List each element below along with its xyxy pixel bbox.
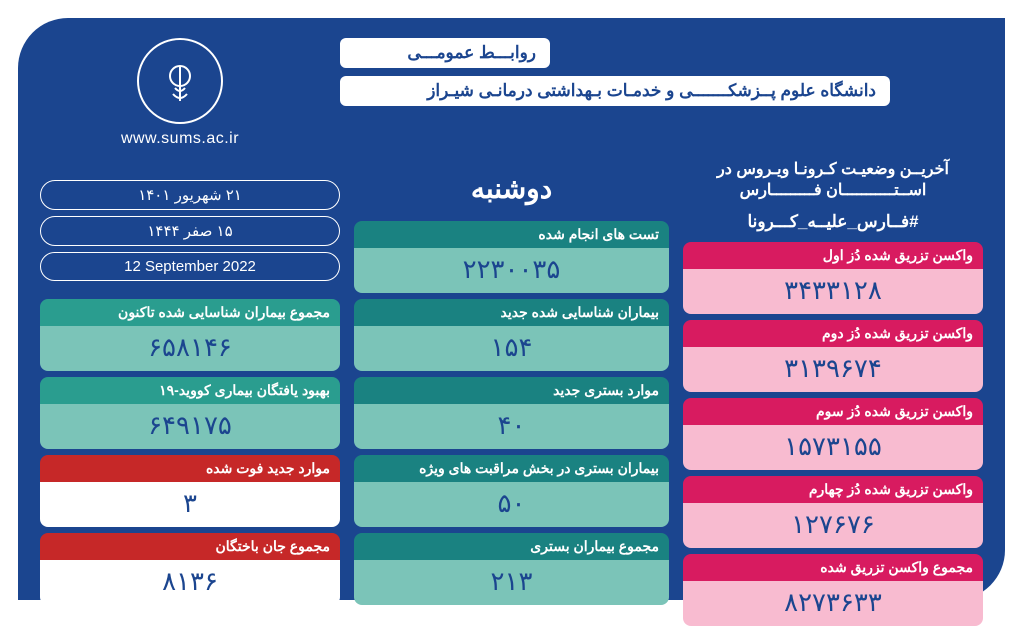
stat-label: مجموع بیماران بستری — [354, 533, 669, 560]
stat-card: بیماران بستری در بخش مراقبت های ویژه۵۰ — [354, 455, 669, 527]
university-name: دانشگاه علوم پــزشکـــــــی و خدمـات بـه… — [340, 76, 890, 106]
stat-label: بیماران بستری در بخش مراقبت های ویژه — [354, 455, 669, 482]
page-root: روابـــط عمومـــی دانشگاه علوم پــزشکـــ… — [0, 0, 1023, 618]
stat-card: موارد جدید فوت شده۳ — [40, 455, 340, 527]
stat-value: ۳ — [40, 482, 340, 527]
stat-label: مجموع بیماران شناسایی شده تاکنون — [40, 299, 340, 326]
stat-label: تست های انجام شده — [354, 221, 669, 248]
stat-label: بیماران شناسایی شده جدید — [354, 299, 669, 326]
stat-label: واکسن تزریق شده دُز سوم — [683, 398, 983, 425]
stat-value: ۱۲۷۶۷۶ — [683, 503, 983, 548]
date-shamsi: ۲۱ شهریور ۱۴۰۱ — [40, 180, 340, 210]
stat-value: ۱۵۴ — [354, 326, 669, 371]
stat-label: موارد بستری جدید — [354, 377, 669, 404]
hashtag: #فــارس_علیــه_کـــرونا — [683, 212, 983, 232]
stat-value: ۸۱۳۶ — [40, 560, 340, 605]
website-url: www.sums.ac.ir — [40, 130, 320, 148]
stat-label: واکسن تزریق شده دُز دوم — [683, 320, 983, 347]
stat-label: واکسن تزریق شده دُز اول — [683, 242, 983, 269]
stat-label: بهبود یافتگان بیماری کووید-۱۹ — [40, 377, 340, 404]
vaccine-column: آخریــن وضعیـت کـرونـا ویـروس در اســتــ… — [683, 158, 983, 626]
cases-column: دوشنبه تست های انجام شده۲۲۳۰۰۳۵بیماران ش… — [354, 158, 669, 626]
stat-card: مجموع بیماران شناسایی شده تاکنون۶۵۸۱۴۶ — [40, 299, 340, 371]
main-grid: آخریــن وضعیـت کـرونـا ویـروس در اســتــ… — [40, 158, 983, 626]
stat-label: موارد جدید فوت شده — [40, 455, 340, 482]
stat-label: مجموع واکسن تزریق شده — [683, 554, 983, 581]
stat-value: ۶۵۸۱۴۶ — [40, 326, 340, 371]
summary-column: ۲۱ شهریور ۱۴۰۱ ۱۵ صفر ۱۴۴۴ 12 September … — [40, 158, 340, 626]
stat-label: مجموع جان باختگان — [40, 533, 340, 560]
stat-card: بهبود یافتگان بیماری کووید-۱۹۶۴۹۱۷۵ — [40, 377, 340, 449]
stat-card: واکسن تزریق شده دُز سوم۱۵۷۳۱۵۵ — [683, 398, 983, 470]
stat-card: موارد بستری جدید۴۰ — [354, 377, 669, 449]
stat-value: ۴۰ — [354, 404, 669, 449]
stat-value: ۳۱۳۹۶۷۴ — [683, 347, 983, 392]
dates-block: ۲۱ شهریور ۱۴۰۱ ۱۵ صفر ۱۴۴۴ 12 September … — [40, 180, 340, 287]
stat-value: ۳۴۳۳۱۲۸ — [683, 269, 983, 314]
pr-label: روابـــط عمومـــی — [340, 38, 550, 68]
stat-card: واکسن تزریق شده دُز چهارم۱۲۷۶۷۶ — [683, 476, 983, 548]
stat-value: ۲۱۳ — [354, 560, 669, 605]
stat-card: تست های انجام شده۲۲۳۰۰۳۵ — [354, 221, 669, 293]
stat-value: ۸۲۷۳۶۳۳ — [683, 581, 983, 626]
main-frame: روابـــط عمومـــی دانشگاه علوم پــزشکـــ… — [18, 18, 1005, 600]
header-titles: روابـــط عمومـــی دانشگاه علوم پــزشکـــ… — [340, 38, 983, 148]
stat-card: بیماران شناسایی شده جدید۱۵۴ — [354, 299, 669, 371]
stat-card: مجموع جان باختگان۸۱۳۶ — [40, 533, 340, 605]
stat-card: مجموع واکسن تزریق شده۸۲۷۳۶۳۳ — [683, 554, 983, 626]
date-gregorian: 12 September 2022 — [40, 252, 340, 281]
university-logo-icon — [137, 38, 223, 124]
stat-value: ۱۵۷۳۱۵۵ — [683, 425, 983, 470]
stat-label: واکسن تزریق شده دُز چهارم — [683, 476, 983, 503]
status-title: آخریــن وضعیـت کـرونـا ویـروس در اســتــ… — [683, 158, 983, 206]
stat-card: مجموع بیماران بستری۲۱۳ — [354, 533, 669, 605]
stat-card: واکسن تزریق شده دُز اول۳۴۳۳۱۲۸ — [683, 242, 983, 314]
date-qamari: ۱۵ صفر ۱۴۴۴ — [40, 216, 340, 246]
weekday: دوشنبه — [354, 158, 669, 215]
stat-value: ۵۰ — [354, 482, 669, 527]
stat-value: ۲۲۳۰۰۳۵ — [354, 248, 669, 293]
header-row: روابـــط عمومـــی دانشگاه علوم پــزشکـــ… — [40, 38, 983, 148]
stat-value: ۶۴۹۱۷۵ — [40, 404, 340, 449]
logo-block: www.sums.ac.ir — [40, 38, 320, 148]
stat-card: واکسن تزریق شده دُز دوم۳۱۳۹۶۷۴ — [683, 320, 983, 392]
